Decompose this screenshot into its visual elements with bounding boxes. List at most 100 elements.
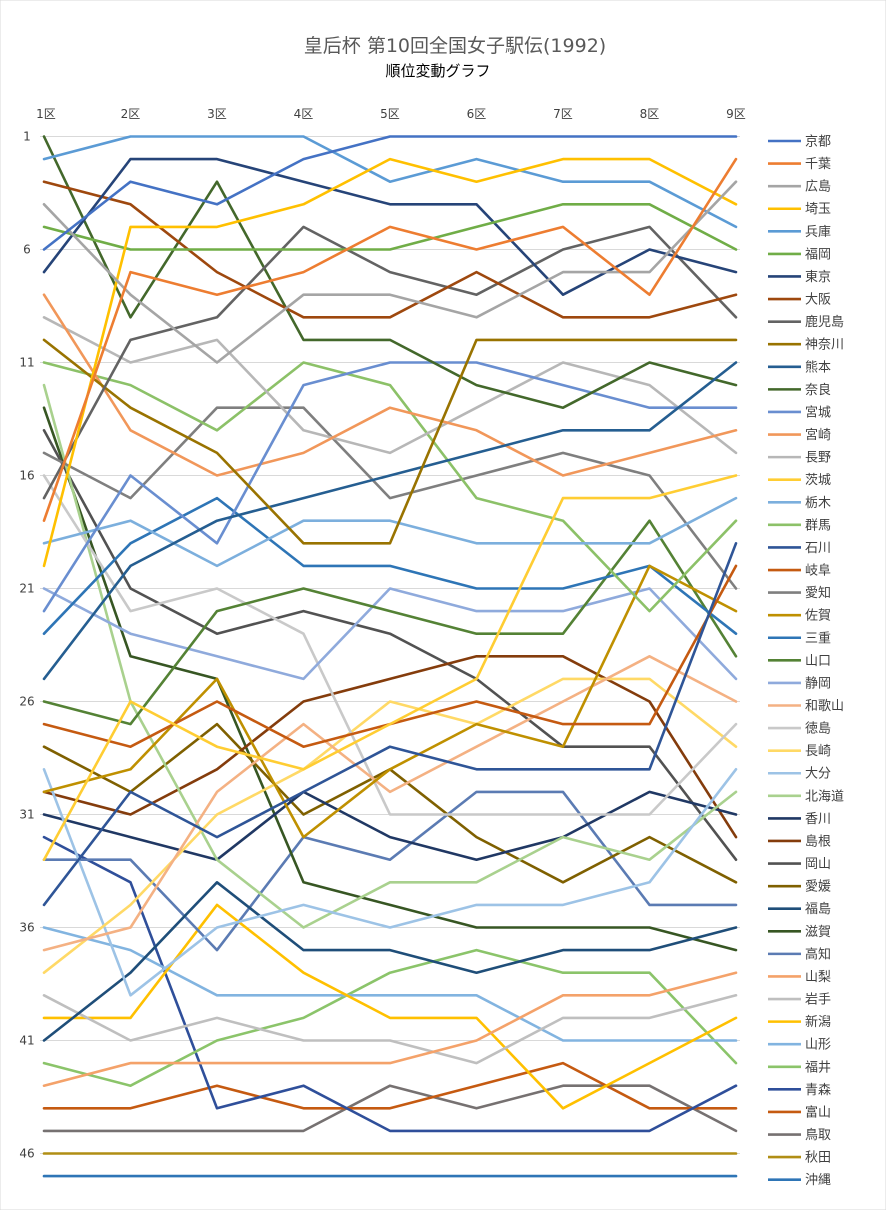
- series-line-23: [42, 519, 738, 726]
- series-line-43: [42, 1061, 738, 1110]
- series-line-24: [42, 587, 738, 681]
- legend-label: 群馬: [805, 518, 831, 533]
- chart-title: 皇后杯 第10回全国女子駅伝(1992): [304, 35, 606, 57]
- chart-subtitle: 順位変動グラフ: [385, 62, 490, 80]
- series-line-38: [42, 993, 738, 1065]
- legend-label: 山梨: [805, 970, 831, 985]
- legend-label: 京都: [805, 135, 831, 150]
- legend-label: 島根: [805, 834, 831, 849]
- legend: 京都千葉広島埼玉兵庫福岡東京大阪鹿児島神奈川熊本奈良宮城宮崎長野茨城栃木群馬石川…: [768, 135, 844, 1188]
- series-line-22: [42, 496, 738, 636]
- series-line-34: [42, 880, 738, 1042]
- legend-label: 熊本: [805, 359, 831, 375]
- legend-label: 埼玉: [805, 202, 831, 217]
- series-line-29: [42, 383, 738, 929]
- legend-label: 長崎: [805, 744, 831, 759]
- series-line-20: [42, 406, 738, 590]
- x-tick-label: 1区: [36, 107, 56, 121]
- legend-label: 滋賀: [805, 925, 831, 940]
- legend-label: 岡山: [805, 857, 831, 872]
- legend-label: 愛知: [805, 585, 831, 601]
- legend-label: 香川: [805, 812, 831, 827]
- legend-label: 福島: [805, 902, 831, 917]
- legend-label: 大分: [805, 767, 831, 782]
- series-line-30: [42, 790, 738, 862]
- legend-label: 北海道: [805, 789, 844, 804]
- legend-label: 広島: [805, 180, 831, 195]
- legend-label: 新潟: [805, 1014, 831, 1030]
- series-line-40: [42, 926, 738, 1042]
- y-tick-label: 36: [19, 921, 34, 935]
- legend-label: 三重: [805, 630, 831, 646]
- y-tick-label: 6: [23, 243, 31, 257]
- legend-label: 和歌山: [805, 699, 844, 714]
- legend-label: 青森: [805, 1083, 831, 1098]
- x-axis-tick-labels: 1区 2区 3区 4区 5区 6区 7区 8区 9区: [36, 107, 746, 121]
- legend-label: 岩手: [805, 993, 831, 1008]
- legend-label: 鹿児島: [805, 314, 844, 330]
- series-line-10: [42, 361, 738, 681]
- legend-label: 静岡: [805, 676, 831, 691]
- series-line-15: [42, 474, 738, 862]
- legend-label: 佐賀: [805, 609, 831, 624]
- legend-label: 鳥取: [805, 1128, 831, 1143]
- y-tick-label: 31: [19, 808, 34, 822]
- x-tick-label: 6区: [467, 107, 487, 121]
- legend-label: 岐阜: [805, 563, 831, 579]
- legend-label: 兵庫: [805, 225, 831, 240]
- x-tick-label: 5区: [380, 107, 400, 121]
- legend-label: 富山: [805, 1104, 831, 1120]
- series-line-26: [42, 474, 738, 816]
- legend-label: 千葉: [805, 157, 831, 172]
- y-tick-label: 11: [19, 356, 34, 370]
- series-line-12: [42, 361, 738, 613]
- legend-label: 山口: [805, 654, 831, 669]
- series-line-44: [42, 1084, 738, 1133]
- legend-label: 徳島: [805, 722, 831, 737]
- legend-label: 大阪: [805, 293, 831, 308]
- legend-label: 福井: [805, 1060, 831, 1075]
- legend-label: 長野: [805, 451, 831, 466]
- legend-label: 奈良: [805, 382, 831, 398]
- series-lines: [42, 135, 738, 1178]
- series-line-13: [42, 293, 738, 477]
- x-tick-label: 8区: [640, 107, 660, 121]
- y-tick-label: 16: [19, 469, 34, 483]
- legend-label: 石川: [805, 541, 831, 556]
- x-tick-label: 2区: [121, 107, 141, 121]
- legend-label: 栃木: [805, 496, 831, 511]
- series-line-17: [42, 361, 738, 613]
- series-line-41: [42, 948, 738, 1087]
- x-tick-label: 4区: [294, 107, 314, 121]
- legend-label: 沖縄: [805, 1173, 831, 1188]
- legend-label: 秋田: [805, 1151, 831, 1166]
- series-line-4: [42, 135, 738, 229]
- series-line-37: [42, 971, 738, 1087]
- series-line-6: [42, 157, 738, 297]
- x-tick-label: 3区: [207, 107, 227, 121]
- series-line-5: [42, 203, 738, 251]
- series-line-42: [42, 835, 738, 1133]
- legend-label: 神奈川: [805, 338, 844, 353]
- series-line-3: [42, 157, 738, 568]
- x-tick-label: 9区: [726, 107, 746, 121]
- series-line-18: [42, 541, 738, 907]
- y-tick-label: 46: [19, 1147, 34, 1161]
- y-tick-label: 26: [19, 695, 34, 709]
- legend-label: 福岡: [805, 247, 831, 262]
- series-line-16: [42, 496, 738, 568]
- legend-label: 東京: [805, 269, 831, 285]
- series-line-35: [42, 406, 738, 952]
- series-line-11: [42, 135, 738, 410]
- x-tick-label: 7区: [553, 107, 573, 121]
- y-tick-label: 1: [23, 130, 31, 144]
- series-line-21: [42, 564, 738, 839]
- series-line-1: [42, 157, 738, 523]
- legend-label: 愛媛: [805, 880, 831, 895]
- legend-label: 茨城: [805, 473, 831, 488]
- series-line-25: [42, 654, 738, 952]
- series-line-31: [42, 654, 738, 839]
- series-line-27: [42, 677, 738, 975]
